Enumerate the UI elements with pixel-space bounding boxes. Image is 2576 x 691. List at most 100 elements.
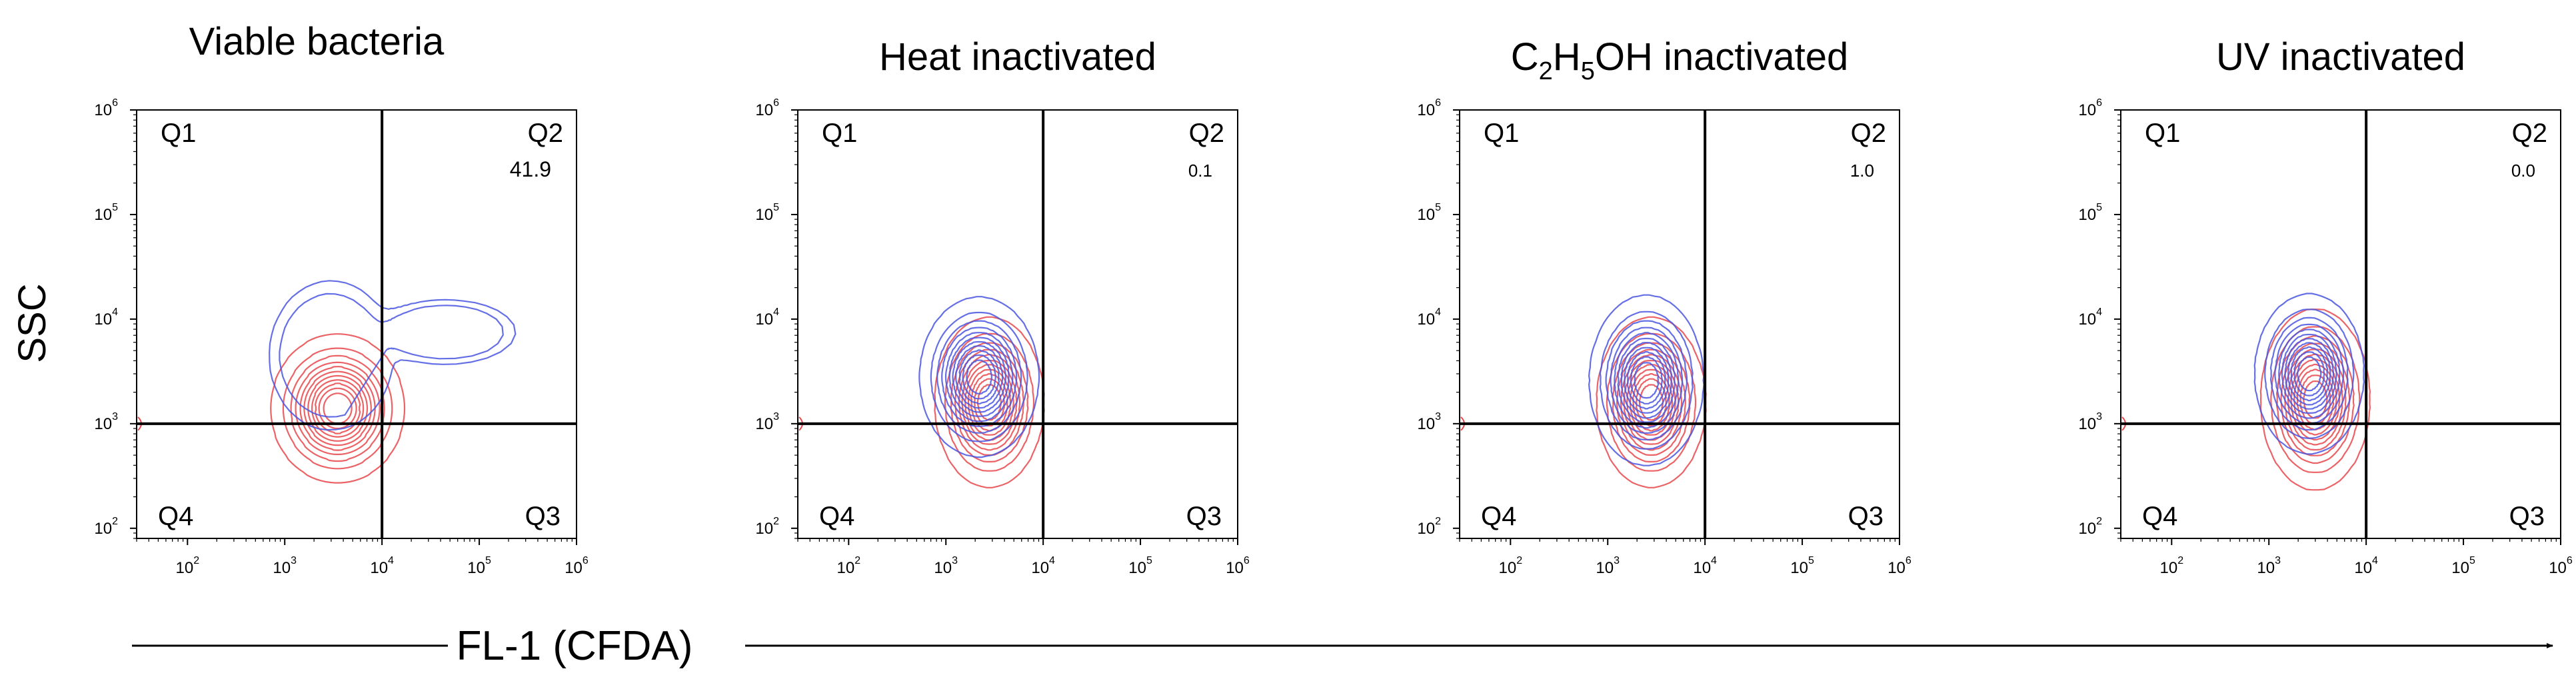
x-tick-label: 102	[1498, 555, 1522, 577]
y-tick-label: 106	[755, 97, 779, 119]
tick-group: 102 103 104 105 106 102 103 104 105 106	[755, 97, 1250, 577]
tick-group: 102 103 104 105 106 102 103 104 105 106	[94, 97, 589, 577]
quadrant-label-q2: Q2	[528, 119, 563, 148]
y-tick-label: 105	[94, 202, 118, 224]
y-tick-label: 106	[94, 97, 118, 119]
contour-line-red	[961, 360, 1018, 445]
contour-line-blue	[2290, 346, 2329, 402]
contour-line-blue	[918, 296, 1040, 458]
contour-line-blue	[952, 341, 1007, 413]
quadrant-labels: Q1 Q2 41.9 Q4 Q3	[158, 119, 563, 531]
contour-line-red	[299, 366, 376, 451]
x-tick-label: 104	[2354, 555, 2378, 577]
contour-line-red	[1616, 348, 1686, 456]
contour-line-blue	[966, 359, 993, 394]
contour-line-blue	[1599, 311, 1694, 450]
contour-line-blue	[2297, 356, 2322, 392]
contour-line-red	[290, 354, 385, 462]
contour-line-red	[307, 374, 369, 442]
x-tick-label: 106	[2549, 555, 2573, 577]
contour-line-red	[2270, 326, 2361, 473]
x-tick-label: 105	[2451, 555, 2475, 577]
contour-line-red	[1596, 316, 1707, 488]
x-tick-label: 103	[1596, 555, 1620, 577]
quadrant-label-q3: Q3	[1186, 502, 1222, 531]
x-tick-label: 102	[175, 555, 199, 577]
contour-line-red	[2293, 363, 2337, 436]
q2-percent-label: 1.0	[1850, 161, 1874, 181]
contour-line-red	[311, 379, 365, 438]
contour-group	[918, 296, 1045, 488]
contour-line-red	[270, 333, 406, 484]
plot-frame	[1459, 109, 1900, 539]
x-tick-label: 103	[2257, 555, 2281, 577]
quadrant-label-q1: Q1	[2145, 119, 2180, 148]
contour-line-red	[314, 382, 361, 434]
y-tick-label: 104	[94, 307, 118, 329]
plot-frame	[797, 109, 1238, 539]
quadrant-label-q4: Q4	[2142, 502, 2177, 531]
y-tick-label: 102	[755, 516, 779, 538]
contour-line-red	[282, 347, 393, 470]
contour-line-blue	[2287, 342, 2331, 406]
contour-line-blue	[941, 327, 1018, 427]
contour-line-red	[954, 348, 1024, 456]
contour-line-blue	[955, 345, 1004, 409]
x-tick-label: 106	[1888, 555, 1912, 577]
contour-line-blue	[1620, 342, 1673, 419]
contour-line-blue	[1605, 320, 1688, 440]
contour-line-red	[2259, 309, 2371, 491]
contour-line-blue	[2281, 333, 2337, 414]
contour-line-blue	[2274, 323, 2345, 424]
tick-group: 102 103 104 105 106 102 103 104 105 106	[2078, 97, 2573, 577]
y-tick-label: 102	[94, 516, 118, 538]
tick-group: 102 103 104 105 106 102 103 104 105 106	[1417, 97, 1912, 577]
contour-group	[2253, 293, 2371, 491]
quadrant-labels: Q1 Q2 0.1 Q4 Q3	[819, 119, 1224, 531]
y-tick-label: 104	[1417, 307, 1441, 329]
quadrant-label-q2: Q2	[2512, 119, 2547, 148]
quadrant-label-q1: Q1	[822, 119, 857, 148]
panel-title: UV inactivated	[2216, 35, 2465, 79]
contour-line-blue	[1624, 346, 1670, 414]
x-axis-label: FL-1 (CFDA)	[457, 623, 693, 669]
quadrant-label-q4: Q4	[158, 502, 193, 531]
x-tick-label: 103	[934, 555, 958, 577]
y-tick-label: 103	[2078, 411, 2102, 433]
contour-line-red	[944, 333, 1035, 472]
y-tick-label: 103	[94, 411, 118, 433]
y-tick-label: 105	[1417, 202, 1441, 224]
contour-line-red	[1623, 360, 1680, 445]
contour-line-red	[323, 392, 353, 424]
contour-line-blue	[269, 280, 517, 431]
q2-percent-label: 0.0	[2511, 161, 2535, 181]
y-tick-label: 106	[1417, 97, 1441, 119]
contour-line-red	[958, 354, 1021, 451]
x-tick-label: 102	[836, 555, 860, 577]
y-tick-label: 103	[755, 411, 779, 433]
y-tick-label: 104	[755, 307, 779, 329]
contour-line-blue	[958, 349, 1000, 404]
y-tick-label: 104	[2078, 307, 2102, 329]
quadrant-label-q2: Q2	[1851, 119, 1886, 148]
contour-line-red	[295, 361, 381, 455]
x-tick-label: 106	[1226, 555, 1250, 577]
x-tick-label: 104	[1031, 555, 1055, 577]
contour-line-blue	[2253, 293, 2365, 455]
contour-line-red	[1612, 342, 1691, 462]
y-tick-label: 103	[1417, 411, 1441, 433]
x-tick-label: 103	[273, 555, 297, 577]
y-tick-label: 102	[1417, 516, 1441, 538]
y-tick-label: 102	[2078, 516, 2102, 538]
contour-line-blue	[2278, 329, 2341, 419]
contour-group	[269, 280, 517, 484]
x-tick-label: 106	[565, 555, 589, 577]
quadrant-label-q3: Q3	[2509, 502, 2545, 531]
x-tick-label: 105	[467, 555, 491, 577]
x-tick-label: 104	[370, 555, 394, 577]
quadrant-label-q1: Q1	[1484, 119, 1519, 148]
y-tick-label: 106	[2078, 97, 2102, 119]
